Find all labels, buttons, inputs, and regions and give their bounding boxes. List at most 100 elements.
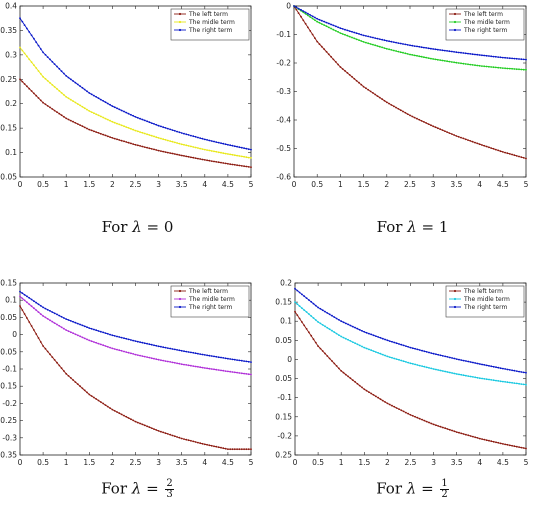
series-point xyxy=(245,373,248,375)
y-tick-label: -0.6 xyxy=(276,173,291,182)
series-point xyxy=(525,371,527,374)
series-point xyxy=(109,346,111,349)
series-point xyxy=(227,153,229,155)
series-point xyxy=(347,323,349,326)
series-point xyxy=(236,448,239,451)
series-point xyxy=(386,355,389,358)
series-point xyxy=(102,402,105,405)
series-point xyxy=(409,53,411,56)
series-point xyxy=(178,131,181,134)
series-point xyxy=(425,122,428,124)
series-point xyxy=(490,147,493,150)
series-point xyxy=(201,137,204,140)
series-point xyxy=(79,104,81,107)
series-point xyxy=(513,68,516,70)
series-point xyxy=(432,368,435,370)
series-point xyxy=(430,422,433,425)
series-point xyxy=(201,158,204,161)
series-point xyxy=(217,141,220,144)
series-point xyxy=(467,52,469,55)
legend-label: The midle term xyxy=(463,296,510,303)
series-point xyxy=(74,122,77,124)
series-point xyxy=(21,309,24,311)
series-point xyxy=(316,40,319,43)
series-point xyxy=(109,103,111,106)
series-point xyxy=(518,370,520,373)
series-point xyxy=(39,304,42,307)
series-point xyxy=(86,90,88,93)
series-point xyxy=(471,64,474,66)
y-tick-label: -0.35 xyxy=(0,451,17,460)
series-point xyxy=(381,399,384,402)
series-point xyxy=(511,381,513,384)
series-point xyxy=(197,352,199,355)
series-point xyxy=(441,59,444,62)
series-point xyxy=(385,39,388,42)
series-point xyxy=(169,347,172,350)
series-point xyxy=(395,106,397,109)
series-point xyxy=(180,349,183,352)
series-point xyxy=(213,368,215,371)
x-tick-label: 0.5 xyxy=(311,180,323,189)
series-point xyxy=(93,94,95,97)
series-point xyxy=(132,353,135,355)
series-point xyxy=(42,101,44,104)
series-point xyxy=(208,444,211,447)
series-point xyxy=(511,153,513,156)
series-point xyxy=(501,151,504,153)
series-point xyxy=(499,367,502,370)
y-tick-label: 0.25 xyxy=(0,75,17,84)
series-point xyxy=(109,407,111,409)
series-point xyxy=(481,144,483,146)
series-point xyxy=(74,81,77,84)
series-point xyxy=(488,146,490,149)
series-point xyxy=(109,119,111,122)
series-point xyxy=(215,150,218,153)
series-point xyxy=(125,126,128,128)
series-point xyxy=(229,163,232,166)
series-point xyxy=(104,117,107,120)
series-point xyxy=(220,446,222,449)
series-point xyxy=(365,347,368,350)
series-point xyxy=(344,322,347,325)
series-point xyxy=(474,436,477,439)
series-point xyxy=(33,37,35,40)
series-point xyxy=(502,380,504,383)
series-point xyxy=(190,439,192,442)
series-point xyxy=(369,90,372,93)
series-point xyxy=(384,354,386,357)
series-point xyxy=(330,23,332,26)
series-point xyxy=(210,368,213,370)
series-point xyxy=(169,433,172,436)
series-point xyxy=(309,30,312,32)
series-point xyxy=(95,329,98,332)
series-point xyxy=(294,301,296,303)
series-point xyxy=(164,346,167,349)
caption-numerator: 2 xyxy=(165,478,174,490)
series-point xyxy=(86,338,88,341)
series-point xyxy=(436,58,439,61)
series-point xyxy=(231,144,234,147)
x-tick-label: 4 xyxy=(202,180,207,189)
series-point xyxy=(425,420,428,423)
series-point xyxy=(136,116,139,119)
series-point xyxy=(293,5,295,7)
series-point xyxy=(199,442,202,445)
series-point xyxy=(367,88,370,91)
series-point xyxy=(369,43,372,45)
series-point xyxy=(317,321,319,323)
series-point xyxy=(332,24,335,27)
y-tick-label: 0.2 xyxy=(280,279,292,288)
series-point xyxy=(425,56,428,59)
series-point xyxy=(409,114,411,117)
series-point xyxy=(162,150,165,153)
series-point xyxy=(402,110,404,113)
series-point xyxy=(471,140,474,143)
series-point xyxy=(136,354,139,356)
series-point xyxy=(125,141,128,143)
series-point xyxy=(497,441,500,444)
series-point xyxy=(199,353,202,355)
series-point xyxy=(448,132,451,135)
series-point xyxy=(46,105,49,107)
series-point xyxy=(432,48,435,50)
